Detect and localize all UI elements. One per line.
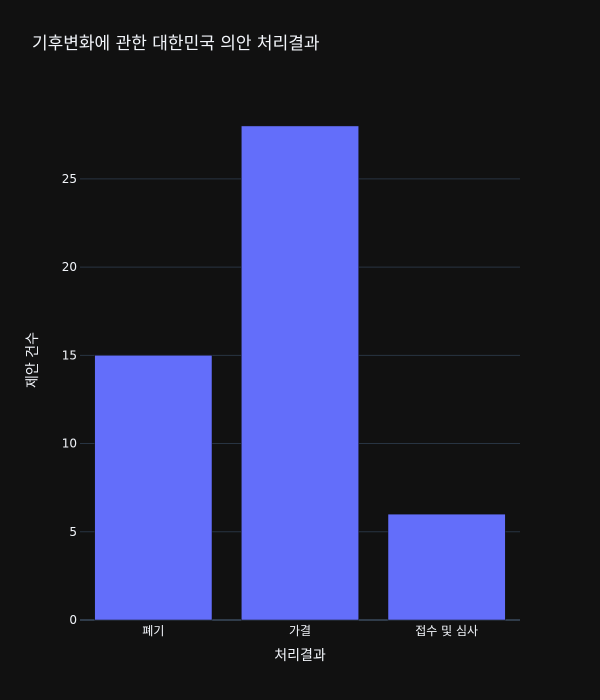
- y-axis-title: 제안 건수: [25, 332, 41, 388]
- y-tick-label: 5: [69, 525, 77, 539]
- chart-title: 기후변화에 관한 대한민국 의안 처리결과: [32, 34, 320, 54]
- bar-2: [241, 125, 359, 621]
- y-tick-label: 0: [69, 613, 77, 627]
- x-axis-title: 처리결과: [274, 648, 326, 664]
- x-axis-ticks: 폐기 가결 접수 및 심사: [142, 624, 478, 638]
- x-tick-label: 가결: [289, 624, 311, 638]
- y-tick-label: 20: [62, 260, 77, 274]
- y-tick-label: 25: [62, 172, 77, 186]
- y-tick-label: 10: [62, 437, 77, 451]
- bars: [94, 125, 506, 621]
- bar-3: [387, 513, 506, 621]
- x-tick-label: 접수 및 심사: [415, 624, 478, 638]
- y-axis-ticks: 0 5 10 15 20 25: [62, 172, 77, 627]
- x-tick-label: 폐기: [142, 624, 164, 638]
- bar-1: [94, 355, 213, 621]
- y-tick-label: 15: [62, 348, 77, 362]
